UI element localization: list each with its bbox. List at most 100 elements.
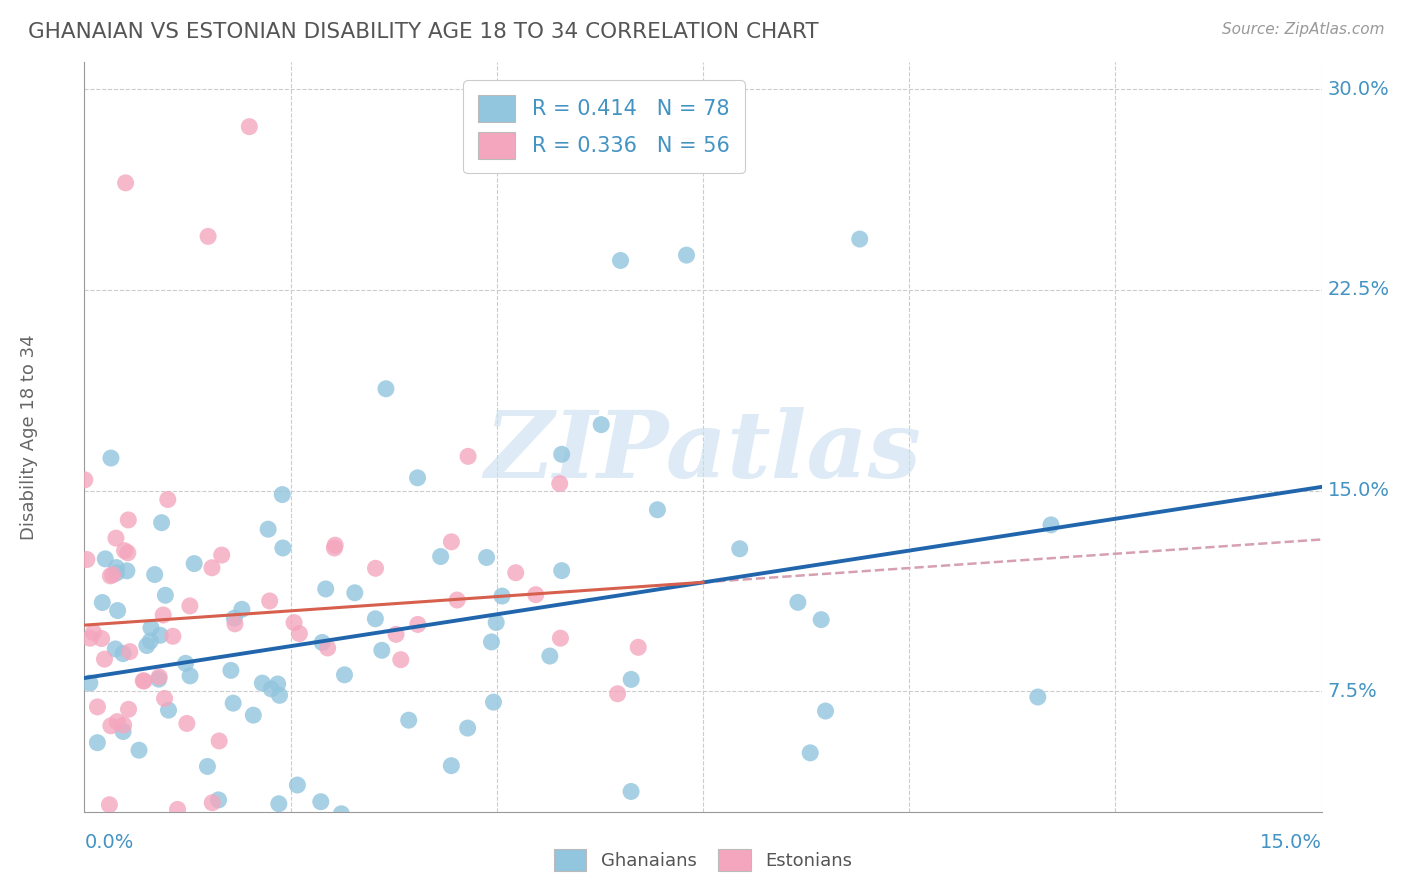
- Point: [323, 541, 346, 555]
- Point: [311, 635, 333, 649]
- Point: [231, 602, 253, 616]
- Point: [538, 648, 561, 663]
- Point: [135, 639, 157, 653]
- Text: Disability Age 18 to 34: Disability Age 18 to 34: [20, 334, 38, 540]
- Point: [152, 607, 174, 622]
- Point: [524, 588, 547, 602]
- Point: [238, 120, 260, 134]
- Text: 22.5%: 22.5%: [1327, 280, 1391, 300]
- Point: [183, 557, 205, 571]
- Point: [267, 677, 290, 691]
- Point: [76, 814, 98, 829]
- Point: [139, 634, 162, 648]
- Point: [1039, 517, 1062, 532]
- Point: [83, 625, 105, 640]
- Point: [208, 734, 231, 748]
- Text: 0.0%: 0.0%: [84, 833, 134, 852]
- Point: [188, 814, 211, 828]
- Point: [156, 492, 179, 507]
- Point: [219, 664, 242, 678]
- Point: [86, 699, 108, 714]
- Point: [457, 450, 479, 464]
- Point: [457, 721, 479, 735]
- Point: [222, 858, 245, 872]
- Point: [485, 615, 508, 630]
- Point: [73, 473, 96, 487]
- Point: [267, 797, 290, 811]
- Point: [375, 382, 398, 396]
- Point: [104, 642, 127, 657]
- Point: [620, 784, 643, 798]
- Point: [115, 564, 138, 578]
- Point: [105, 714, 128, 729]
- Point: [271, 487, 294, 501]
- Point: [475, 550, 498, 565]
- Point: [316, 640, 339, 655]
- Point: [94, 552, 117, 566]
- Point: [100, 719, 122, 733]
- Point: [86, 736, 108, 750]
- Point: [132, 673, 155, 688]
- Point: [93, 652, 115, 666]
- Text: ZIPatlas: ZIPatlas: [485, 407, 921, 497]
- Point: [112, 724, 135, 739]
- Point: [364, 561, 387, 575]
- Point: [524, 815, 547, 830]
- Point: [148, 670, 170, 684]
- Point: [333, 668, 356, 682]
- Point: [315, 582, 337, 596]
- Point: [799, 746, 821, 760]
- Point: [197, 759, 219, 773]
- Point: [330, 806, 353, 821]
- Point: [350, 814, 373, 829]
- Point: [406, 617, 429, 632]
- Point: [179, 669, 201, 683]
- Point: [201, 561, 224, 575]
- Point: [166, 802, 188, 816]
- Point: [148, 672, 170, 686]
- Point: [481, 635, 503, 649]
- Text: 15.0%: 15.0%: [1327, 481, 1389, 500]
- Point: [1026, 690, 1049, 704]
- Point: [389, 653, 412, 667]
- Point: [627, 640, 650, 655]
- Point: [117, 546, 139, 560]
- Point: [174, 657, 197, 671]
- Point: [117, 513, 139, 527]
- Point: [252, 676, 274, 690]
- Point: [90, 632, 112, 646]
- Point: [79, 631, 101, 645]
- Point: [224, 616, 246, 631]
- Point: [848, 232, 870, 246]
- Point: [257, 522, 280, 536]
- Point: [201, 796, 224, 810]
- Point: [283, 615, 305, 630]
- Point: [675, 248, 697, 262]
- Text: 15.0%: 15.0%: [1260, 833, 1322, 852]
- Point: [207, 793, 229, 807]
- Point: [398, 713, 420, 727]
- Point: [139, 621, 162, 635]
- Point: [323, 538, 346, 552]
- Point: [143, 567, 166, 582]
- Point: [117, 702, 139, 716]
- Point: [343, 586, 366, 600]
- Point: [118, 645, 141, 659]
- Point: [134, 673, 156, 688]
- Point: [157, 703, 180, 717]
- Point: [114, 543, 136, 558]
- Point: [429, 549, 451, 564]
- Point: [406, 471, 429, 485]
- Point: [259, 594, 281, 608]
- Legend: R = 0.414   N = 78, R = 0.336   N = 56: R = 0.414 N = 78, R = 0.336 N = 56: [464, 80, 745, 173]
- Point: [224, 611, 246, 625]
- Point: [162, 629, 184, 643]
- Point: [728, 541, 751, 556]
- Point: [135, 822, 157, 836]
- Point: [150, 516, 173, 530]
- Point: [162, 833, 184, 847]
- Point: [606, 687, 628, 701]
- Point: [98, 569, 121, 583]
- Point: [591, 417, 613, 432]
- Point: [153, 691, 176, 706]
